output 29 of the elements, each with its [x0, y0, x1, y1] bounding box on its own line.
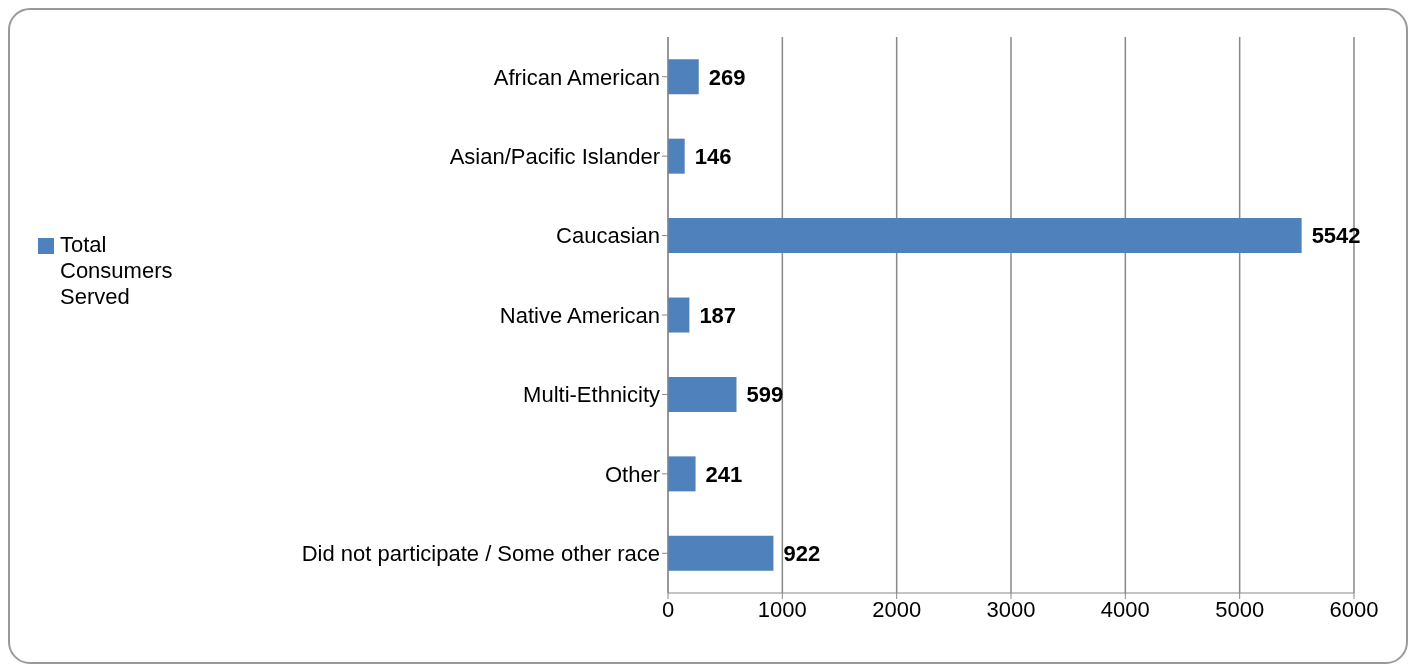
data-label: 241: [705, 461, 743, 487]
bar: [668, 456, 696, 492]
x-tick-label: 3000: [986, 596, 1036, 622]
x-tick-label: 0: [661, 596, 675, 622]
bar: [668, 59, 699, 95]
data-label: 922: [783, 541, 821, 567]
x-tick-label: 5000: [1215, 596, 1265, 622]
bar: [668, 138, 685, 174]
y-tick-label: Asian/Pacific Islander: [449, 143, 660, 169]
y-tick-label: Multi-Ethnicity: [523, 382, 660, 408]
data-label: 269: [708, 64, 746, 90]
x-tick-label: 1000: [757, 596, 807, 622]
y-tick-label: Did not participate / Some other race: [301, 541, 660, 567]
y-tick-label: African American: [493, 64, 660, 90]
x-tick-label: 4000: [1100, 596, 1150, 622]
data-label: 599: [746, 382, 784, 408]
x-tick-label: 2000: [872, 596, 922, 622]
bar: [668, 376, 737, 412]
y-tick-label: Caucasian: [556, 223, 660, 249]
legend-label: Total Consumers Served: [60, 232, 174, 310]
bar: [668, 218, 1302, 254]
data-label: 187: [699, 302, 737, 328]
x-tick-label: 6000: [1329, 596, 1379, 622]
bar: [668, 297, 690, 333]
bar: [668, 535, 774, 571]
y-tick-label: Native American: [499, 302, 660, 328]
data-label: 5542: [1311, 223, 1361, 249]
data-label: 146: [694, 143, 732, 169]
y-tick-label: Other: [604, 461, 660, 487]
